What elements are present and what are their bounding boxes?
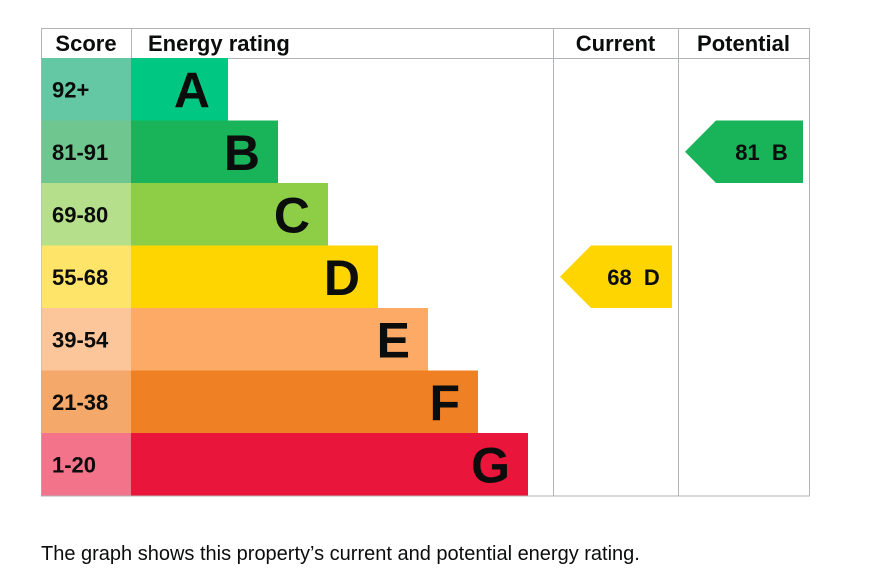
score-range-a: 92+ bbox=[52, 77, 89, 102]
current-rating-label: 68 D bbox=[607, 265, 660, 290]
band-bar-b bbox=[131, 120, 278, 183]
band-letter-a: A bbox=[174, 62, 210, 118]
band-letter-e: E bbox=[377, 312, 410, 368]
band-letter-c: C bbox=[274, 187, 310, 243]
band-bar-e bbox=[131, 308, 428, 371]
band-bar-c bbox=[131, 183, 328, 246]
score-range-f: 21-38 bbox=[52, 390, 108, 415]
current-rating-arrow bbox=[560, 245, 672, 308]
score-range-b: 81-91 bbox=[52, 140, 108, 165]
band-bar-a bbox=[131, 58, 228, 121]
band-bar-g bbox=[131, 433, 528, 496]
potential-rating-label: 81 B bbox=[735, 140, 788, 165]
band-letter-d: D bbox=[324, 250, 360, 306]
graph-caption: The graph shows this property’s current … bbox=[41, 543, 640, 565]
score-range-c: 69-80 bbox=[52, 202, 108, 227]
header-score: Score bbox=[55, 31, 116, 56]
potential-rating-arrow bbox=[685, 120, 803, 183]
band-letter-g: G bbox=[471, 437, 510, 493]
band-letter-f: F bbox=[429, 375, 460, 431]
header-potential: Potential bbox=[697, 31, 790, 56]
score-cell-b bbox=[41, 120, 132, 183]
score-cell-d bbox=[41, 245, 132, 308]
header-energy-rating: Energy rating bbox=[148, 31, 290, 56]
band-bar-f bbox=[131, 370, 478, 433]
score-cell-e bbox=[41, 308, 132, 371]
score-cell-c bbox=[41, 183, 132, 246]
score-cell-f bbox=[41, 370, 132, 433]
score-cell-g bbox=[41, 433, 132, 496]
score-range-e: 39-54 bbox=[52, 327, 109, 352]
header-current: Current bbox=[576, 31, 656, 56]
score-range-d: 55-68 bbox=[52, 265, 108, 290]
band-bar-d bbox=[131, 245, 378, 308]
score-cell-a bbox=[41, 58, 132, 121]
band-letter-b: B bbox=[224, 125, 260, 181]
score-range-g: 1-20 bbox=[52, 452, 96, 477]
